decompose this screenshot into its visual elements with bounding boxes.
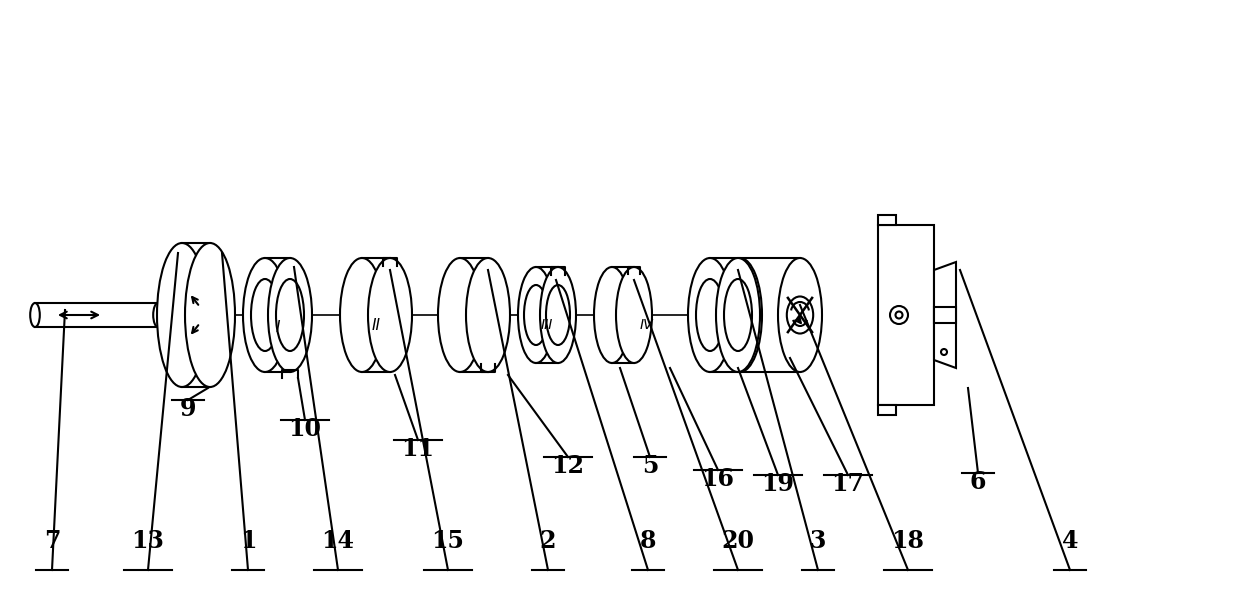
Text: 15: 15 [432,529,465,553]
Text: 9: 9 [180,397,196,421]
Text: 17: 17 [832,472,864,496]
Text: 7: 7 [43,529,61,553]
Text: 6: 6 [970,470,986,494]
Ellipse shape [688,258,732,372]
Text: III: III [541,318,553,332]
Ellipse shape [438,258,482,372]
Text: 3: 3 [810,529,826,553]
Text: 19: 19 [761,472,795,496]
Text: 20: 20 [722,529,754,553]
Ellipse shape [787,296,813,334]
Text: 1: 1 [239,529,257,553]
Ellipse shape [518,267,554,363]
Text: 13: 13 [131,529,165,553]
Ellipse shape [368,258,412,372]
Text: 11: 11 [402,437,434,461]
Ellipse shape [250,279,279,351]
Ellipse shape [777,258,822,372]
Polygon shape [878,215,897,225]
Ellipse shape [154,303,162,327]
Text: 10: 10 [289,417,321,441]
Ellipse shape [546,285,570,345]
Text: IV: IV [639,318,652,332]
Text: II: II [372,318,381,333]
Polygon shape [934,307,956,323]
Text: 16: 16 [702,467,734,491]
Text: 12: 12 [552,454,584,478]
Ellipse shape [718,258,763,372]
Ellipse shape [243,258,286,372]
Text: 8: 8 [640,529,656,553]
Ellipse shape [539,267,577,363]
Ellipse shape [594,267,630,363]
Polygon shape [878,405,897,415]
Text: 14: 14 [321,529,355,553]
Text: 5: 5 [642,454,658,478]
Ellipse shape [30,303,40,327]
Ellipse shape [340,258,384,372]
Ellipse shape [525,285,548,345]
Ellipse shape [941,349,947,355]
Ellipse shape [277,279,304,351]
Ellipse shape [268,258,312,372]
Ellipse shape [185,243,236,387]
Ellipse shape [890,306,908,324]
Ellipse shape [895,312,903,318]
Ellipse shape [696,279,724,351]
Polygon shape [878,225,934,405]
Ellipse shape [157,243,207,387]
Polygon shape [934,262,956,368]
Ellipse shape [724,279,751,351]
Ellipse shape [715,258,760,372]
Text: I: I [275,319,280,334]
Text: 18: 18 [892,529,925,553]
Text: 2: 2 [539,529,557,553]
Ellipse shape [466,258,510,372]
Ellipse shape [616,267,652,363]
Text: 4: 4 [1061,529,1079,553]
